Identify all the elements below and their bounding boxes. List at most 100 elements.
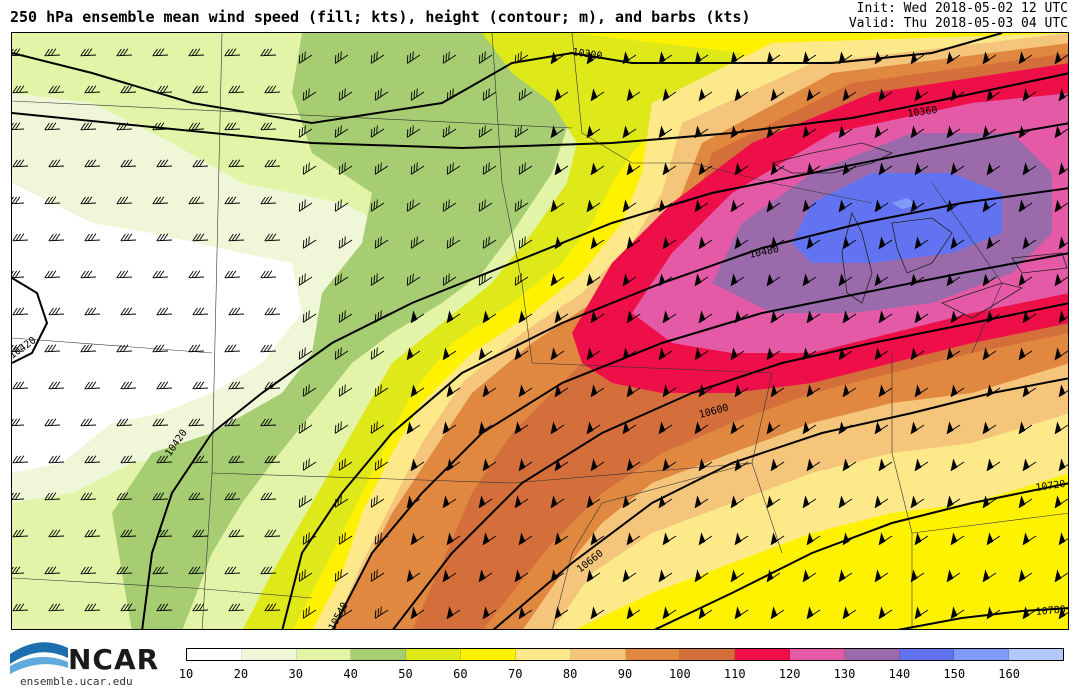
wind-barb: [338, 236, 353, 249]
political-borders: [12, 33, 1068, 629]
wind-barb: [586, 495, 601, 509]
wind-barb: [946, 125, 961, 139]
wind-barb: [84, 381, 101, 390]
wind-barb: [626, 384, 641, 398]
wind-barb: [910, 569, 925, 583]
wind-barb: [156, 603, 173, 612]
wind-barb: [48, 529, 65, 538]
wind-barb: [44, 48, 61, 57]
wind-barb: [442, 199, 457, 212]
wind-barb: [770, 384, 785, 398]
wind-barb: [1054, 125, 1068, 139]
wind-barb: [116, 270, 133, 279]
wind-map: 10300 10360 10420 10420 10480 10540 1060…: [12, 33, 1068, 629]
wind-barb: [442, 421, 457, 435]
wind-barb: [12, 455, 29, 464]
wind-barb: [982, 273, 997, 287]
contour-10660: [492, 377, 1068, 629]
border-line: [491, 33, 533, 364]
wind-barb: [554, 458, 569, 472]
wind-barb: [406, 199, 421, 212]
wind-barb: [12, 529, 29, 538]
wind-barb: [662, 606, 677, 620]
wind-barb: [950, 384, 965, 398]
wind-barb: [302, 310, 317, 323]
wind-barb: [370, 495, 385, 508]
contour-10420: [141, 122, 1068, 629]
wind-barb: [1022, 236, 1037, 250]
colorbar-segment: [954, 649, 1010, 660]
wind-barb: [914, 458, 929, 472]
wind-barb: [442, 569, 457, 583]
wind-barb: [550, 347, 565, 361]
wind-barb: [1058, 88, 1068, 102]
border-line: [12, 337, 213, 354]
wind-barb: [590, 310, 605, 324]
wind-barb: [152, 492, 169, 501]
wind-barb: [188, 566, 205, 575]
wind-barb: [590, 458, 605, 472]
wind-barb: [838, 199, 853, 213]
lake-huron: [891, 217, 953, 274]
wind-barb: [120, 381, 137, 390]
wind-barb: [514, 421, 529, 435]
wind-barb: [554, 384, 569, 398]
wind-barb: [590, 88, 605, 102]
wind-barb: [770, 532, 785, 546]
logo-url: ensemble.ucar.edu: [20, 675, 133, 688]
wind-barb: [44, 566, 61, 575]
wind-barb: [662, 458, 677, 472]
wind-barb: [950, 236, 965, 250]
wind-barb: [12, 85, 29, 94]
wind-barb: [730, 51, 745, 65]
wind-barb: [446, 236, 461, 249]
wind-barb: [982, 125, 997, 139]
contour-10540: [331, 252, 1068, 629]
contour-label: 10360: [907, 105, 938, 120]
wind-barb: [914, 606, 929, 620]
wind-barb: [298, 347, 313, 360]
wind-barb: [338, 88, 353, 101]
wind-barb: [260, 196, 277, 205]
colorbar-segment: [296, 649, 352, 660]
colorbar-segment: [406, 649, 462, 660]
wind-barb: [192, 233, 209, 242]
wind-barb: [264, 233, 281, 242]
wind-barb: [518, 606, 533, 620]
wind-barb: [806, 310, 821, 324]
wind-barb: [806, 458, 821, 472]
wind-barb: [370, 125, 385, 138]
wind-barb: [662, 236, 677, 250]
wind-barb: [658, 51, 673, 65]
wind-barb: [192, 381, 209, 390]
fill-below-10: [12, 183, 302, 473]
wind-barb: [1018, 421, 1033, 435]
wind-speed-fill: [12, 33, 1068, 629]
wind-barb: [946, 569, 961, 583]
wind-barb: [12, 566, 25, 575]
wind-barb: [766, 125, 781, 139]
wind-barb: [152, 418, 169, 427]
wind-barb: [806, 384, 821, 398]
colorbar-segment: [515, 649, 571, 660]
wind-barb: [44, 492, 61, 501]
wind-barb: [550, 199, 565, 213]
colorbar-segment: [1009, 649, 1063, 660]
wind-barb: [622, 569, 637, 583]
wind-barb: [228, 307, 245, 316]
wind-barb: [338, 162, 353, 175]
logo-swoosh: [10, 656, 68, 674]
wind-barb: [874, 125, 889, 139]
wind-barb: [910, 421, 925, 435]
colorbar-segment: [461, 649, 516, 660]
wind-barb: [410, 236, 425, 249]
wind-barb: [838, 569, 853, 583]
wind-barb: [12, 307, 29, 316]
wind-barb: [770, 310, 785, 324]
wind-barb: [374, 236, 389, 249]
wind-barb: [482, 532, 497, 546]
wind-barb: [838, 273, 853, 287]
wind-barb: [224, 566, 241, 575]
colorbar-segment: [241, 649, 297, 660]
wind-barb: [374, 88, 389, 101]
